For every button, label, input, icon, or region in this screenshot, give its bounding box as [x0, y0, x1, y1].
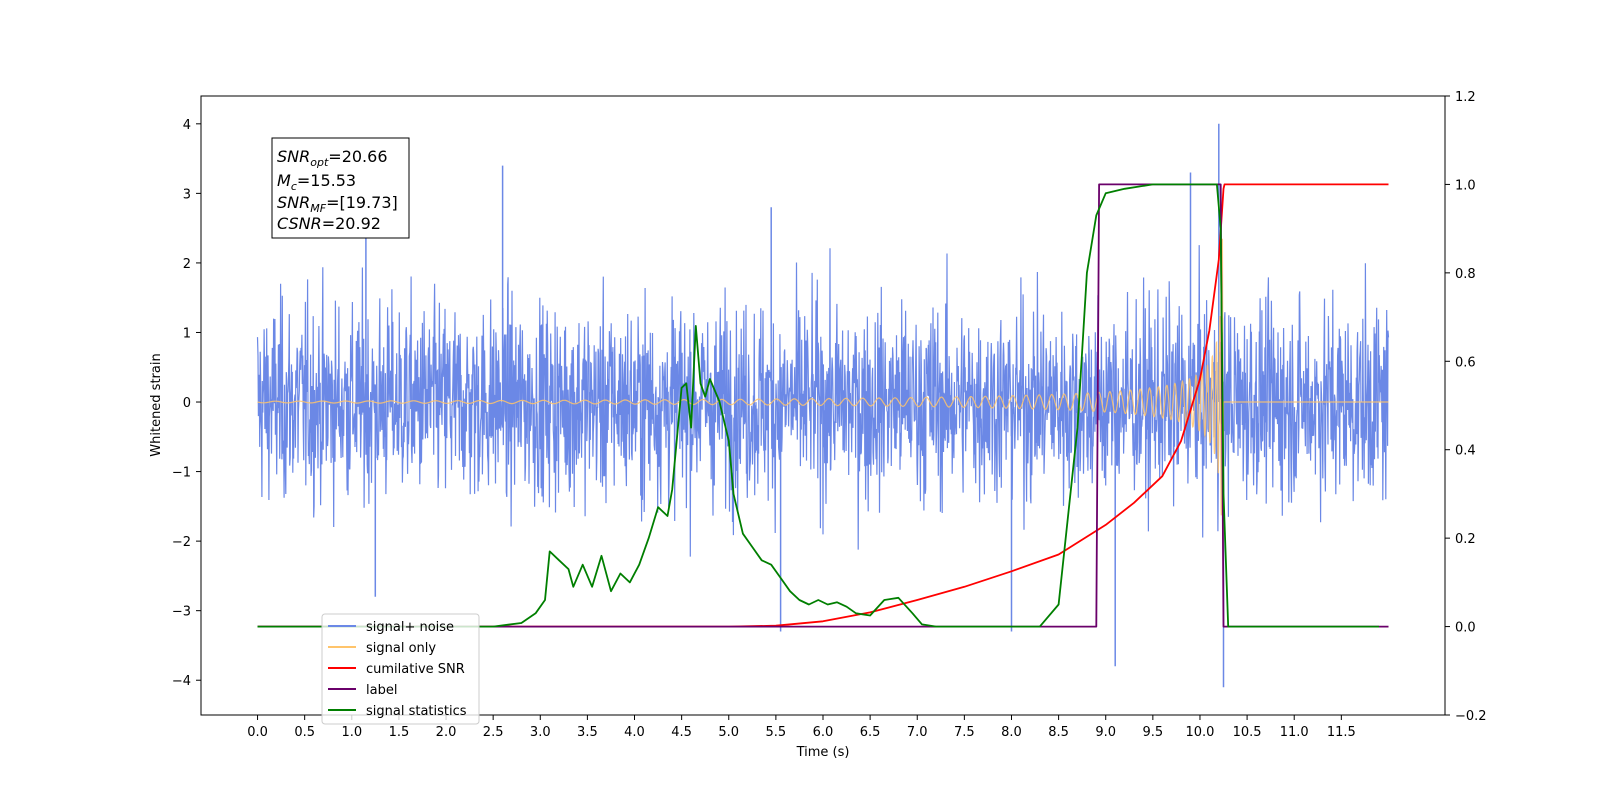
x-axis: 0.0 0.5 1.0 1.5 2.0 2.5 3.0 3.5 4.0 4.5 5.0 5.5 6.0 6…: [247, 715, 1356, 740]
y-right-tick-label: 0.0: [1455, 621, 1476, 636]
legend-item: cumilative SNR: [328, 662, 465, 677]
x-tick-label: 4.5: [671, 725, 692, 740]
y-right-tick-label: 0.6: [1455, 355, 1476, 370]
legend-frame: [321, 613, 480, 725]
y-axis-left: −4 −3 −2 −1 0 1 2 3 4: [172, 118, 201, 689]
y-tick-label: 0: [183, 396, 191, 411]
annotation-box: SNRopt=20.66 Mc=15.53 SNRMF=[19.73] CSNR…: [271, 137, 410, 239]
series-signal-only: [257, 238, 1389, 572]
x-tick-label: 6.5: [860, 725, 881, 740]
legend-item: signal statistics: [328, 704, 467, 719]
x-tick-label: 11.5: [1327, 725, 1356, 740]
y-tick-label: −2: [172, 535, 191, 550]
y-tick-label: 2: [183, 257, 191, 272]
y-tick-label: 4: [183, 118, 191, 133]
y-axis-right: −0.2 0.0 0.2 0.4 0.6 0.8 1.0 1.2: [1445, 90, 1487, 724]
x-tick-label: 7.5: [954, 725, 975, 740]
series-cumulative-snr: [257, 183, 1389, 628]
annotation-mc: Mc=15.53: [277, 171, 356, 193]
x-tick-label: 9.5: [1143, 725, 1164, 740]
y-right-tick-label: 1.2: [1455, 90, 1476, 105]
legend-label: cumilative SNR: [366, 662, 465, 677]
x-tick-label: 0.5: [294, 725, 315, 740]
x-axis-label: Time (s): [796, 745, 850, 760]
legend-item: signal only: [328, 641, 436, 656]
x-tick-label: 7.0: [907, 725, 928, 740]
annotation-csnr: CSNR=20.92: [277, 214, 381, 233]
y-tick-label: 1: [183, 326, 191, 341]
y-right-tick-label: 0.2: [1455, 532, 1476, 547]
x-tick-label: 10.5: [1233, 725, 1262, 740]
x-tick-label: 3.0: [530, 725, 551, 740]
series-layer: [256, 123, 1390, 688]
legend-item: label: [328, 683, 397, 698]
x-tick-label: 8.5: [1048, 725, 1069, 740]
legend-label: signal+ noise: [366, 620, 454, 635]
x-tick-label: 3.5: [577, 725, 598, 740]
y-right-tick-label: 1.0: [1455, 178, 1476, 193]
x-tick-label: 1.5: [389, 725, 410, 740]
y-right-tick-label: −0.2: [1455, 709, 1487, 724]
x-tick-label: 8.0: [1001, 725, 1022, 740]
y-tick-label: −1: [172, 466, 191, 481]
x-tick-label: 2.5: [483, 725, 504, 740]
series-signal-noise: [256, 245, 1390, 557]
y-tick-label: −4: [172, 674, 191, 689]
x-tick-label: 1.0: [341, 725, 362, 740]
x-tick-label: 4.0: [624, 725, 645, 740]
legend-label: signal only: [366, 641, 436, 656]
x-tick-label: 10.0: [1185, 725, 1214, 740]
annotation-snr-mf: SNRMF=[19.73]: [277, 193, 398, 215]
annotation-snr-opt: SNRopt=20.66: [277, 147, 388, 169]
y-axis-label: Whitened strain: [149, 353, 164, 456]
x-tick-label: 5.5: [766, 725, 787, 740]
x-tick-label: 11.0: [1280, 725, 1309, 740]
y-tick-label: 3: [183, 187, 191, 202]
x-tick-label: 9.0: [1095, 725, 1116, 740]
legend: signal+ noise signal only cumilative SNR…: [321, 613, 480, 725]
legend-item: signal+ noise: [328, 620, 454, 635]
x-tick-label: 5.0: [718, 725, 739, 740]
y-right-tick-label: 0.8: [1455, 267, 1476, 282]
legend-label: signal statistics: [366, 704, 467, 719]
y-tick-label: −3: [172, 605, 191, 620]
x-tick-label: 2.0: [436, 725, 457, 740]
legend-label: label: [366, 683, 397, 698]
y-right-tick-label: 0.4: [1455, 444, 1476, 459]
x-tick-label: 0.0: [247, 725, 268, 740]
x-tick-label: 6.0: [813, 725, 834, 740]
series-signal-statistics: [257, 183, 1379, 628]
annotation-frame: [271, 137, 410, 239]
